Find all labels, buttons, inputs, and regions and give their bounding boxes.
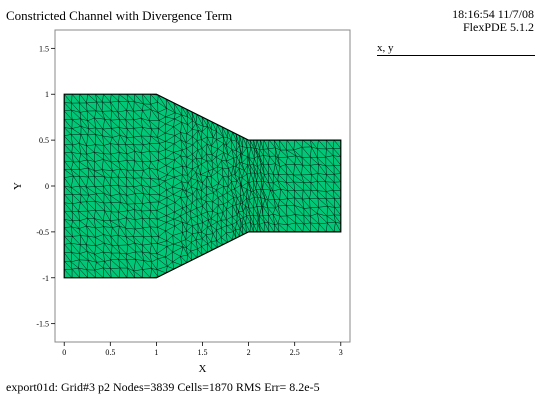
x-tick-label: 0 xyxy=(62,348,66,357)
software-version: FlexPDE 5.1.2 xyxy=(462,20,534,34)
domain-boundary xyxy=(63,93,342,279)
timestamp: 18:16:54 11/7/08 xyxy=(452,7,534,21)
y-tick-label: -0.5 xyxy=(36,228,49,237)
y-tick-label: -1 xyxy=(42,274,49,283)
x-tick-label: 2.5 xyxy=(290,348,300,357)
legend-label: x, y xyxy=(377,42,535,56)
y-tick-label: 0.5 xyxy=(39,136,49,145)
mesh-group xyxy=(63,93,342,279)
x-axis-label: X xyxy=(199,363,207,375)
x-tick-label: 1.5 xyxy=(198,348,208,357)
y-tick-label: 1.5 xyxy=(39,44,49,53)
timestamp-block: 18:16:54 11/7/08 FlexPDE 5.1.2 xyxy=(452,8,534,34)
plot-title: Constricted Channel with Divergence Term xyxy=(6,8,233,23)
x-tick-label: 1 xyxy=(154,348,158,357)
y-axis-label: Y xyxy=(12,182,24,190)
x-tick-label: 2 xyxy=(247,348,251,357)
axis-ticks: 0 0.5 1 1.5 2 2.5 3 1.5 1 0.5 0 -0.5 -1 -1.5 xyxy=(36,44,342,357)
run-statistics: export01d: Grid#3 p2 Nodes=3839 Cells=18… xyxy=(6,380,320,394)
x-tick-label: 3 xyxy=(339,348,343,357)
x-tick-label: 0.5 xyxy=(105,348,115,357)
y-tick-label: 0 xyxy=(45,182,49,191)
y-tick-label: 1 xyxy=(45,90,49,99)
y-tick-label: -1.5 xyxy=(36,320,49,329)
